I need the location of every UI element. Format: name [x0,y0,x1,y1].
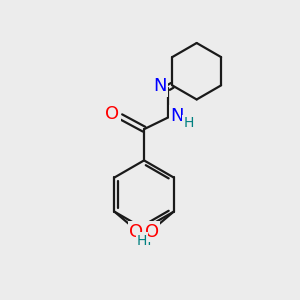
Text: O: O [129,223,143,241]
Text: O: O [106,105,120,123]
Text: H: H [137,233,147,248]
Text: N: N [153,77,167,95]
Text: O: O [145,223,159,241]
Text: N: N [171,107,184,125]
Text: H: H [184,116,194,130]
Text: H: H [141,233,152,248]
